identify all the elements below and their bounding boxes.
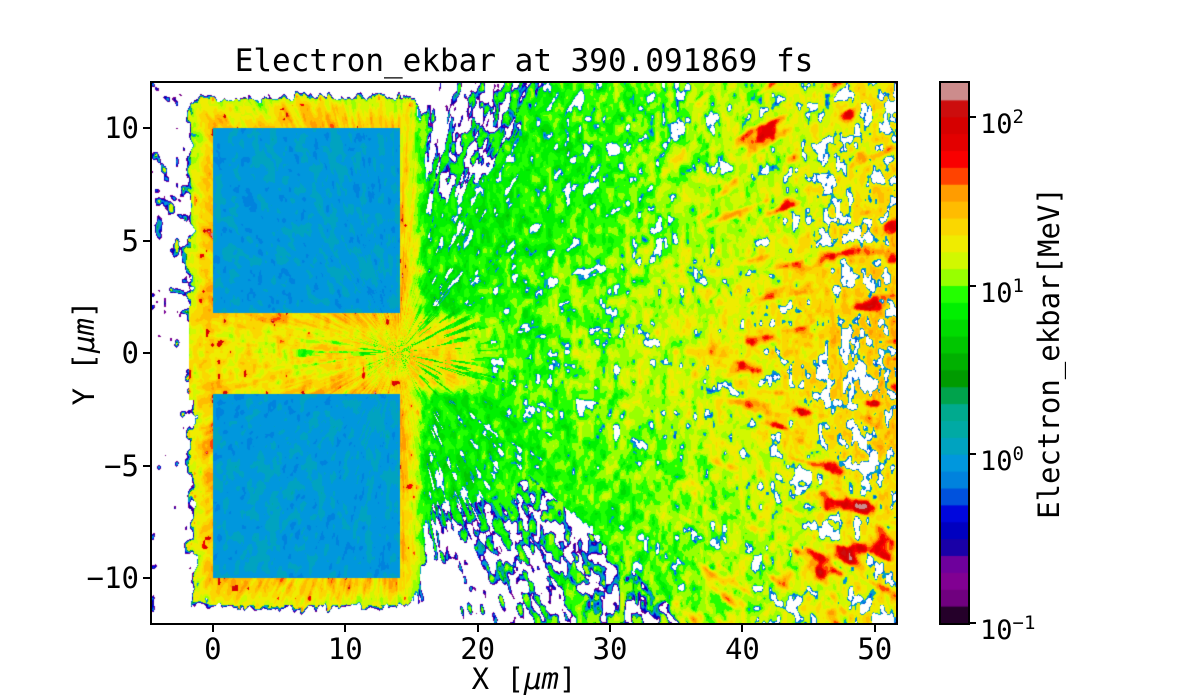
colorbar-tick-mark xyxy=(970,622,976,624)
x-tick-label: 50 xyxy=(857,632,893,666)
y-tick-label: 5 xyxy=(121,223,139,258)
x-tick-label: 30 xyxy=(592,632,628,666)
x-tick-mark xyxy=(344,625,347,632)
colorbar-tick-base: 10 xyxy=(980,446,1013,478)
y-axis-label-suffix: ] xyxy=(67,300,101,319)
x-tick-label: 40 xyxy=(724,632,760,666)
colorbar-tick-mark xyxy=(970,453,976,456)
x-tick-mark xyxy=(476,625,479,632)
y-tick-mark xyxy=(143,239,150,242)
x-axis-label-prefix: X [ xyxy=(471,662,524,696)
y-tick-mark xyxy=(143,577,150,579)
colorbar-tick-base: 10 xyxy=(980,277,1013,309)
colorbar-tick-label: 101 xyxy=(980,270,1024,310)
x-tick-mark xyxy=(609,625,612,632)
colorbar-tick-exponent: 2 xyxy=(1012,105,1024,128)
x-axis-label-unit: μm xyxy=(524,662,559,696)
y-tick-label: −10 xyxy=(86,561,139,595)
colorbar-tick-label: 102 xyxy=(980,101,1024,141)
colorbar-tick-mark xyxy=(970,284,976,287)
colorbar-tick-base: 10 xyxy=(980,108,1013,140)
colorbar-tick-exponent: 1 xyxy=(1012,274,1024,297)
y-tick-mark xyxy=(143,127,150,129)
heatmap-canvas xyxy=(152,83,896,623)
colorbar-tick-base: 10 xyxy=(980,615,1013,646)
x-tick-label: 0 xyxy=(204,632,222,666)
x-axis-label-suffix: ] xyxy=(558,662,577,696)
chart-title: Electron_ekbar at 390.091869 fs xyxy=(234,43,814,79)
x-tick-label: 20 xyxy=(460,632,496,666)
plot-area xyxy=(150,81,898,625)
x-tick-mark xyxy=(211,625,214,632)
x-axis-label: X [μm] xyxy=(150,664,898,694)
colorbar-canvas xyxy=(941,83,968,623)
colorbar-tick-exponent: 0 xyxy=(1012,443,1024,466)
colorbar-tick-mark xyxy=(970,115,976,118)
colorbar-tick-label: 10−1 xyxy=(980,607,1035,647)
y-tick-label: 10 xyxy=(104,111,139,145)
x-tick-mark xyxy=(741,625,744,632)
x-tick-mark xyxy=(873,625,876,632)
y-tick-mark xyxy=(143,464,150,467)
y-tick-label: −5 xyxy=(104,448,139,483)
x-tick-label: 10 xyxy=(327,632,363,666)
y-tick-mark xyxy=(143,352,150,354)
colorbar-tick-exponent: −1 xyxy=(1012,612,1036,634)
colorbar-tick-label: 100 xyxy=(980,438,1024,478)
colorbar-label: Electron_ekbar[MeV] xyxy=(1032,187,1066,519)
y-tick-label: 0 xyxy=(121,336,139,370)
colorbar xyxy=(939,81,970,625)
